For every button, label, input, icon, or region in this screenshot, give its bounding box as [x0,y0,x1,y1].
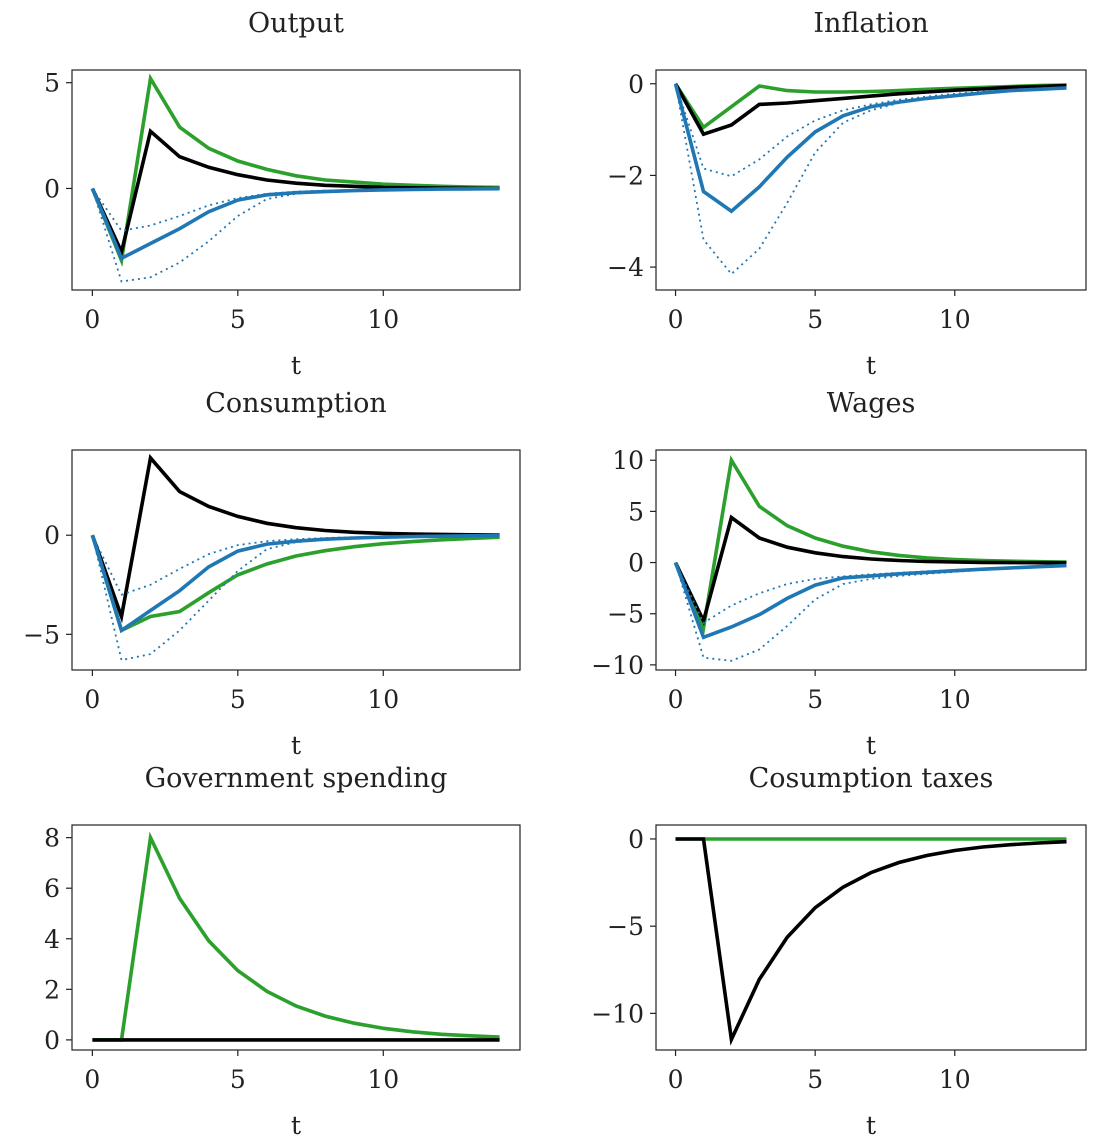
panel-wages-ytick-label: −5 [607,600,644,629]
panel-output-series-3-line [91,187,500,232]
panel-wages-xtick-label: 5 [807,685,823,714]
panel-consumption-series-3-line [91,534,500,596]
panel-inflation-series-1-line [673,82,1067,137]
panel-consumption-series-0-line [90,453,500,624]
panel-inflation-title: Inflation [813,8,928,39]
panel-inflation-series-2-line [673,83,1067,214]
panel-output-series-0-line [90,73,500,268]
panel-consumption-ytick-label: −5 [23,620,60,649]
panel-inflation-frame [655,69,1087,291]
panel-consumption-ytick-label: 0 [44,521,60,550]
panel-government-spending-xtick-label: 5 [230,1065,246,1094]
panel-inflation: Inflation 0 5 10 0 −2 −4 t [607,8,1087,380]
panel-inflation-ytick-label: 0 [628,70,644,99]
panel-cosumption-taxes-ytick-label: −5 [607,912,644,941]
panel-consumption-xlabel: t [291,731,301,760]
panel-wages-ytick-label: −10 [591,651,644,680]
panel-output: Output 0 5 10 0 5 t [44,8,521,380]
panel-government-spending-ytick-label: 6 [44,874,60,903]
panel-wages-series-0-line [673,455,1067,635]
panel-inflation-xlabel: t [866,351,876,380]
panel-government-spending-ytick-label: 8 [44,824,60,853]
panel-wages-series-3-line [674,562,1067,625]
panel-wages-title: Wages [827,388,916,419]
panel-wages-xlabel: t [866,731,876,760]
panel-wages-series-2-line [673,561,1067,640]
panel-output-ytick-label: 5 [44,69,60,98]
panel-government-spending-xtick-label: 0 [84,1065,100,1094]
panel-wages-xtick-label: 0 [668,685,684,714]
panel-output-xtick-label: 5 [230,305,246,334]
panel-government-spending: Government spending 0 5 10 8 6 4 2 0 t [44,763,521,1135]
panel-government-spending-ytick-label: 2 [44,975,60,1004]
panel-cosumption-taxes-title: Cosumption taxes [749,763,994,794]
panel-cosumption-taxes-xtick-label: 5 [807,1065,823,1094]
panel-wages-ytick-label: 0 [628,549,644,578]
panel-inflation-xtick-label: 10 [939,305,971,334]
panel-inflation-series-4-line [674,83,1067,276]
panel-cosumption-taxes-xlabel: t [866,1111,876,1135]
panel-output-series-2-line [90,186,500,261]
panel-wages-series-1-line [673,514,1067,627]
panel-consumption-frame [71,449,521,671]
panel-government-spending-ytick-label: 0 [44,1026,60,1055]
panel-output-xtick-label: 0 [84,305,100,334]
panel-cosumption-taxes-ytick-label: 0 [628,825,644,854]
panel-government-spending-xtick-label: 10 [367,1065,399,1094]
panel-government-spending-ytick-label: 4 [44,925,60,954]
panel-output-series-4-line [91,187,500,283]
panel-inflation-ytick-label: −4 [607,253,644,282]
panel-consumption-xtick-label: 5 [230,685,246,714]
panel-government-spending-xlabel: t [291,1111,301,1135]
panel-cosumption-taxes-series-1-line [675,837,1067,1046]
panel-cosumption-taxes-ytick-label: −10 [591,999,644,1028]
panel-inflation-xtick-label: 0 [668,305,684,334]
panel-government-spending-series-0-line [92,831,500,1042]
panel-output-frame [71,69,521,291]
panel-consumption-xtick-label: 10 [367,685,399,714]
panel-output-xtick-label: 10 [367,305,399,334]
panel-wages-frame [655,449,1087,671]
panel-output-xlabel: t [291,351,301,380]
panel-wages-ytick-label: 10 [612,446,644,475]
panel-consumption-xtick-label: 0 [84,685,100,714]
panel-consumption-title: Consumption [205,388,387,419]
panel-cosumption-taxes-xtick-label: 0 [668,1065,684,1094]
panel-cosumption-taxes: Cosumption taxes 0 5 10 0 −5 −10 t [591,763,1087,1135]
panel-cosumption-taxes-frame [655,824,1087,1051]
panel-wages-xtick-label: 10 [939,685,971,714]
panel-government-spending-title: Government spending [145,763,448,794]
panel-inflation-xtick-label: 5 [807,305,823,334]
panel-wages: Wages 0 5 10 10 5 0 −5 −10 t [591,388,1087,760]
panel-output-ytick-label: 0 [44,174,60,203]
panel-consumption-series-4-line [91,534,500,662]
panel-consumption: Consumption 0 5 10 0 −5 t [23,388,521,760]
panel-consumption-series-1-line [90,534,500,633]
panel-inflation-ytick-label: −2 [607,161,644,190]
panel-government-spending-frame [71,824,521,1051]
panel-inflation-series-3-line [674,83,1067,178]
panel-output-title: Output [248,8,344,39]
panel-cosumption-taxes-xtick-label: 10 [939,1065,971,1094]
panel-wages-ytick-label: 5 [628,497,644,526]
